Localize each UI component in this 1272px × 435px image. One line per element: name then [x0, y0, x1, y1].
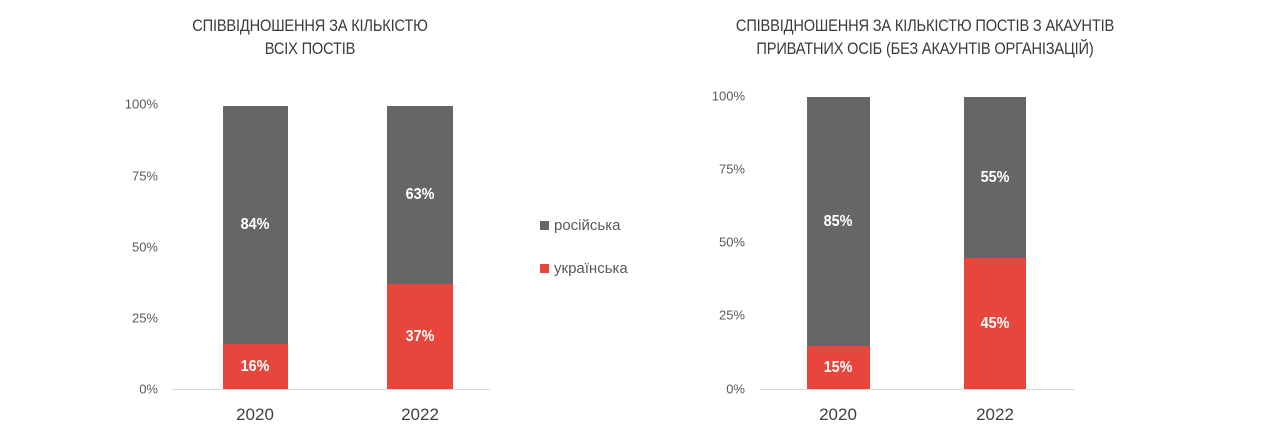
- y-tick-25: 25%: [131, 310, 158, 326]
- segment-ukrainian: 15%: [807, 346, 870, 389]
- legend-label-russian: російська: [554, 217, 621, 234]
- legend-label-ukrainian: українська: [554, 260, 628, 277]
- y-tick-50: 50%: [131, 239, 158, 255]
- y-tick-0: 0%: [139, 381, 158, 397]
- x-label-2020: 2020: [236, 405, 274, 424]
- y-tick-0: 0%: [726, 381, 745, 397]
- chart-2-title: СПІВВІДНОШЕННЯ ЗА КІЛЬКІСТЮ ПОСТІВ З АКА…: [706, 14, 1145, 60]
- segment-russian: 55%: [964, 97, 1026, 258]
- y-tick-25: 25%: [718, 307, 745, 323]
- chart-1-title-line-1: СПІВВІДНОШЕННЯ ЗА КІЛЬКІСТЮ: [192, 16, 428, 35]
- chart-1-title-line-2: ВСІХ ПОСТІВ: [264, 39, 356, 58]
- data-label-russian: 85%: [824, 212, 853, 230]
- x-axis-baseline: [172, 389, 490, 390]
- legend-item-russian: російська: [540, 217, 620, 234]
- bar-2020: 84% 16%: [223, 106, 288, 389]
- x-axis-baseline: [760, 389, 1075, 390]
- x-label-2022: 2022: [976, 405, 1014, 424]
- data-label-russian: 84%: [241, 216, 270, 233]
- chart-1: 100% 75% 50% 25% 0% 84% 16% 63% 37% 2020…: [0, 0, 520, 435]
- bar-2020: 85% 15%: [807, 97, 870, 389]
- chart-1-title: СПІВВІДНОШЕННЯ ЗА КІЛЬКІСТЮ ВСІХ ПОСТІВ: [147, 14, 474, 60]
- legend-item-ukrainian: українська: [540, 260, 628, 277]
- y-tick-50: 50%: [718, 234, 745, 250]
- segment-ukrainian: 16%: [223, 344, 288, 389]
- segment-russian: 85%: [807, 97, 870, 346]
- chart-2-title-line-2: ПРИВАТНИХ ОСІБ (БЕЗ АКАУНТІВ ОРГАНІЗАЦІЙ…: [756, 39, 1094, 58]
- chart-2-title-line-1: СПІВВІДНОШЕННЯ ЗА КІЛЬКІСТЮ ПОСТІВ З АКА…: [735, 16, 1115, 35]
- legend-swatch-ukrainian: [540, 264, 549, 273]
- x-label-2022: 2022: [401, 405, 439, 424]
- y-tick-75: 75%: [131, 168, 158, 184]
- x-label-2020: 2020: [819, 405, 857, 424]
- bar-2022: 55% 45%: [964, 97, 1026, 389]
- y-tick-100: 100%: [124, 96, 158, 112]
- y-tick-100: 100%: [711, 88, 745, 104]
- data-label-ukrainian: 37%: [405, 327, 435, 345]
- data-label-russian: 63%: [405, 186, 435, 203]
- data-label-ukrainian: 15%: [824, 358, 853, 376]
- data-label-russian: 55%: [980, 168, 1010, 186]
- bar-2022: 63% 37%: [387, 106, 453, 389]
- segment-russian: 84%: [223, 106, 288, 344]
- segment-ukrainian: 45%: [964, 258, 1026, 389]
- segment-ukrainian: 37%: [387, 284, 453, 389]
- y-tick-75: 75%: [718, 161, 745, 177]
- segment-russian: 63%: [387, 106, 453, 284]
- legend-swatch-russian: [540, 221, 549, 230]
- data-label-ukrainian: 16%: [241, 357, 270, 375]
- data-label-ukrainian: 45%: [980, 314, 1010, 332]
